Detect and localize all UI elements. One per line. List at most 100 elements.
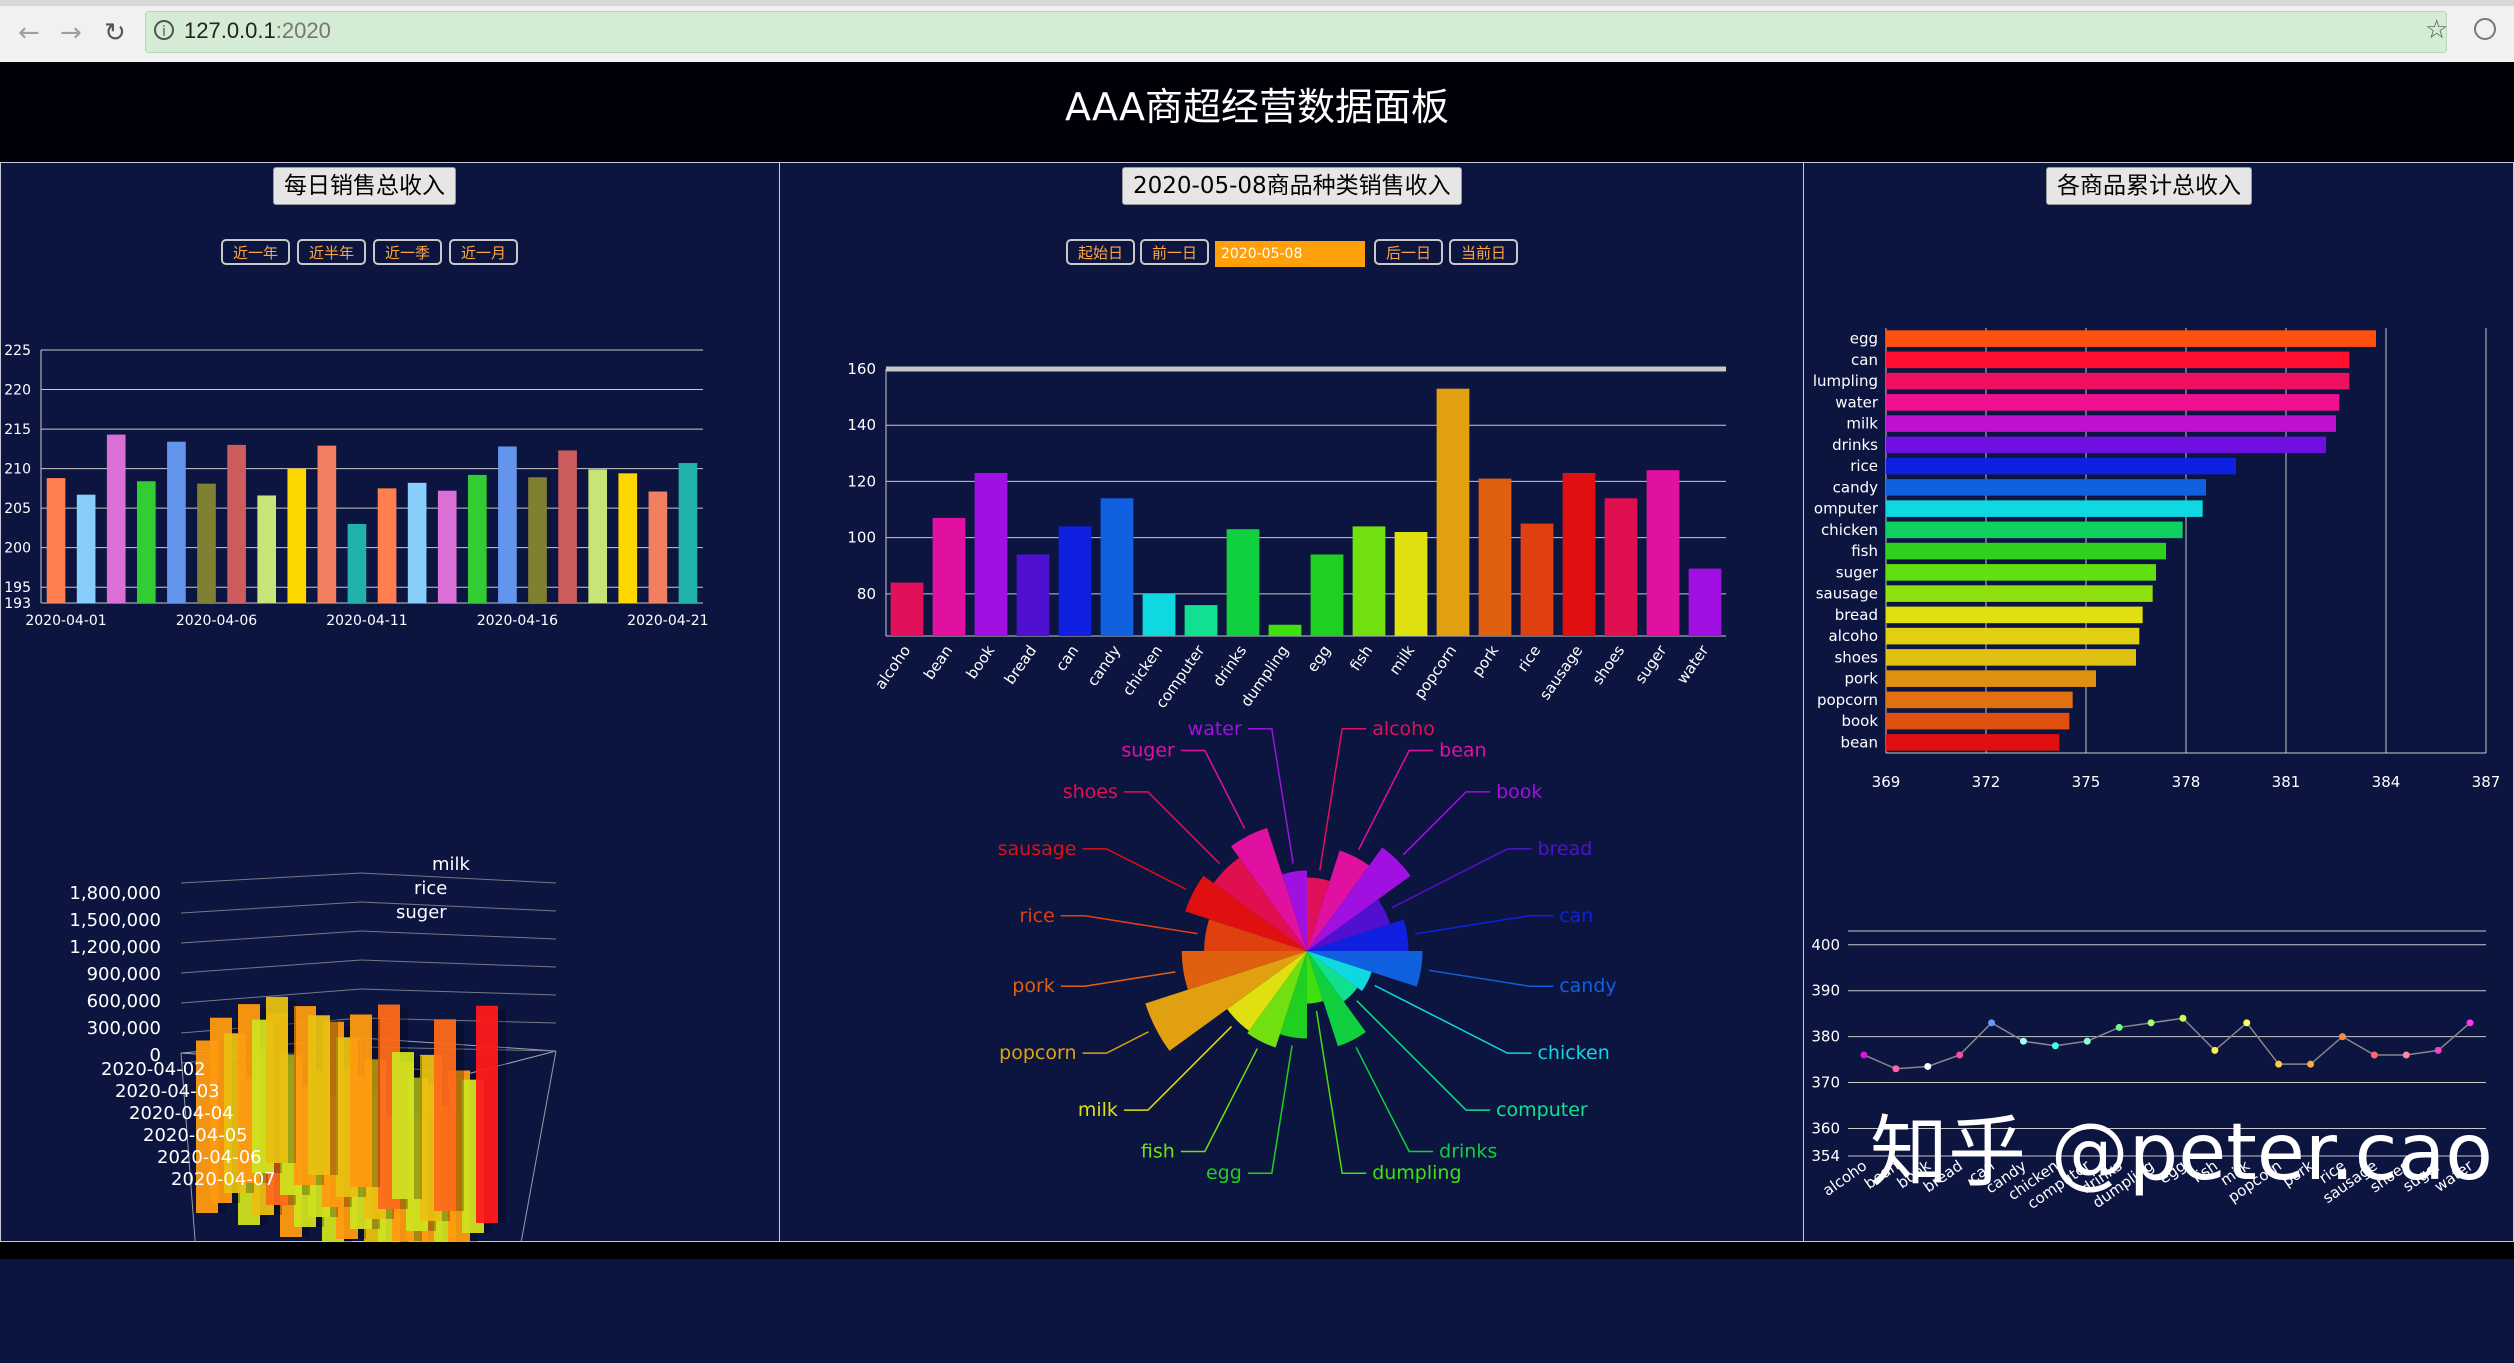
line-point (2147, 1019, 2155, 1027)
forward-icon[interactable]: → (60, 18, 82, 48)
rose-label-line (1123, 791, 1221, 865)
daily-bar (407, 482, 427, 603)
daily-bar (437, 490, 457, 603)
y-tick-label: pork (1844, 670, 1878, 688)
x-tick-label: can (1052, 642, 1082, 674)
cumulative-bar (1886, 351, 2350, 369)
rose-slice (1307, 919, 1409, 951)
y-tick-label: 215 (4, 422, 31, 438)
y-tick-label: 370 (1811, 1074, 1840, 1092)
rose-label: fish (1141, 1140, 1175, 1162)
rose-slice (1307, 899, 1391, 951)
x-tick-label: shoes (1589, 642, 1629, 688)
y-tick-label: 220 (4, 383, 31, 399)
reload-icon[interactable]: ↻ (104, 18, 126, 48)
grid-line (180, 901, 362, 914)
date-axis-label: 2020-04-07 (171, 1169, 276, 1190)
daily-bar (76, 494, 96, 603)
browser-chrome: ← → ↻ i 127.0.0.1:2020 ☆ (0, 0, 2514, 63)
start-day-button[interactable]: 起始日 (1066, 239, 1136, 265)
line-point (2019, 1037, 2027, 1045)
y-tick-label: water (1835, 393, 1879, 411)
rose-slice (1307, 951, 1366, 1047)
bottom-bar (0, 1242, 2514, 1259)
daily-bar (498, 446, 517, 603)
cumulative-bar (1886, 542, 2166, 560)
range-button-3[interactable]: 近一月 (449, 239, 519, 265)
y-tick-label: 300,000 (87, 1018, 161, 1039)
y-tick-label: bean (1841, 733, 1878, 751)
panel-cumulative: 各商品累计总收入 369 372 375 378 381 384 387 egg can lump… (1803, 162, 2514, 1242)
daily-bar (648, 491, 668, 603)
rose-slice (1230, 827, 1307, 951)
line-point (1892, 1065, 1900, 1073)
y-tick-label: 195 (4, 580, 31, 596)
daily-bar (558, 450, 577, 603)
bar3d-bar-side (498, 1009, 506, 1223)
range-button-2[interactable]: 近一季 (373, 239, 443, 265)
rose-label: alcoho (1372, 718, 1435, 740)
cumulative-bar (1886, 436, 2326, 454)
bar3d-bar (350, 1014, 372, 1187)
address-bar[interactable]: i 127.0.0.1:2020 (145, 11, 2447, 53)
x-tick-label: 372 (1972, 773, 2001, 791)
date-axis-label: 2020-04-04 (129, 1103, 234, 1124)
category-bar (890, 582, 924, 636)
category-bar (1394, 532, 1428, 636)
cumulative-bar (1886, 415, 2336, 432)
browser-menu-icon[interactable] (2474, 18, 2496, 40)
panel-title: 2020-05-08商品种类销售收入 (1122, 167, 1462, 205)
bar3d-bar-side (330, 1019, 338, 1175)
today-button[interactable]: 当前日 (1449, 239, 1519, 265)
y-tick-label: candy (1833, 478, 1878, 496)
y-tick-label: rice (1850, 457, 1878, 475)
next-day-button[interactable]: 后一日 (1374, 239, 1444, 265)
daily-bar (377, 488, 397, 603)
rose-slice (1307, 847, 1411, 951)
rose-label-line (1374, 984, 1532, 1054)
range-button-1[interactable]: 近半年 (297, 239, 367, 265)
bar3d-bar (392, 1052, 414, 1199)
daily-bar (528, 477, 547, 603)
y-tick-label: 360 (1811, 1119, 1840, 1137)
date-axis-label: 2020-04-06 (157, 1147, 262, 1168)
url-text[interactable]: 127.0.0.1:2020 (184, 18, 331, 43)
prev-day-button[interactable]: 前一日 (1140, 239, 1210, 265)
x-tick-label: fish (1346, 642, 1376, 674)
bar3d-chart[interactable]: 0 300,000 600,000 900,000 1,200,000 1,500,000… (1, 853, 781, 1253)
page-title: AAA商超经营数据面板 (1064, 85, 1450, 129)
rose-slice (1282, 870, 1307, 951)
cumulative-bar (1886, 479, 2206, 496)
category-bar (1226, 529, 1260, 636)
rose-label-line (1060, 915, 1198, 935)
bookmark-star-icon[interactable]: ☆ (2425, 15, 2449, 45)
date-input[interactable]: 2020-05-08 (1215, 241, 1365, 267)
category-bar (1142, 593, 1176, 636)
y-tick-label: 1,200,000 (69, 937, 161, 958)
line-point (2243, 1019, 2251, 1027)
rose-label: water (1188, 718, 1242, 740)
info-icon[interactable]: i (154, 20, 174, 40)
cumulative-bar (1886, 372, 2350, 390)
line-point (2466, 1019, 2474, 1027)
rose-label: chicken (1537, 1042, 1609, 1064)
y-tick-label: 0 (150, 1045, 161, 1066)
y-tick-label: 140 (847, 416, 876, 434)
cumulative-bar (1886, 457, 2236, 475)
category-bar (1352, 526, 1386, 636)
rose-label-line (1082, 848, 1187, 890)
y-tick-label: 200 (4, 541, 31, 557)
panel-daily-sales: 每日销售总收入 近一年 近半年 近一季 近一月 193 195 200 205 210 215 2… (0, 162, 780, 1253)
watermark: 知乎 @peter.cao (1870, 1108, 2493, 1198)
line-point (2307, 1060, 2315, 1068)
range-button-0[interactable]: 近一年 (221, 239, 291, 265)
back-icon[interactable]: ← (18, 18, 40, 48)
rose-label: candy (1559, 975, 1616, 997)
date-axis-label: 2020-04-05 (143, 1125, 248, 1146)
x-tick-label: alcoho (871, 642, 914, 693)
daily-bar (588, 469, 608, 603)
rose-label-line (1247, 1045, 1293, 1174)
y-tick-label: omputer (1814, 500, 1879, 518)
